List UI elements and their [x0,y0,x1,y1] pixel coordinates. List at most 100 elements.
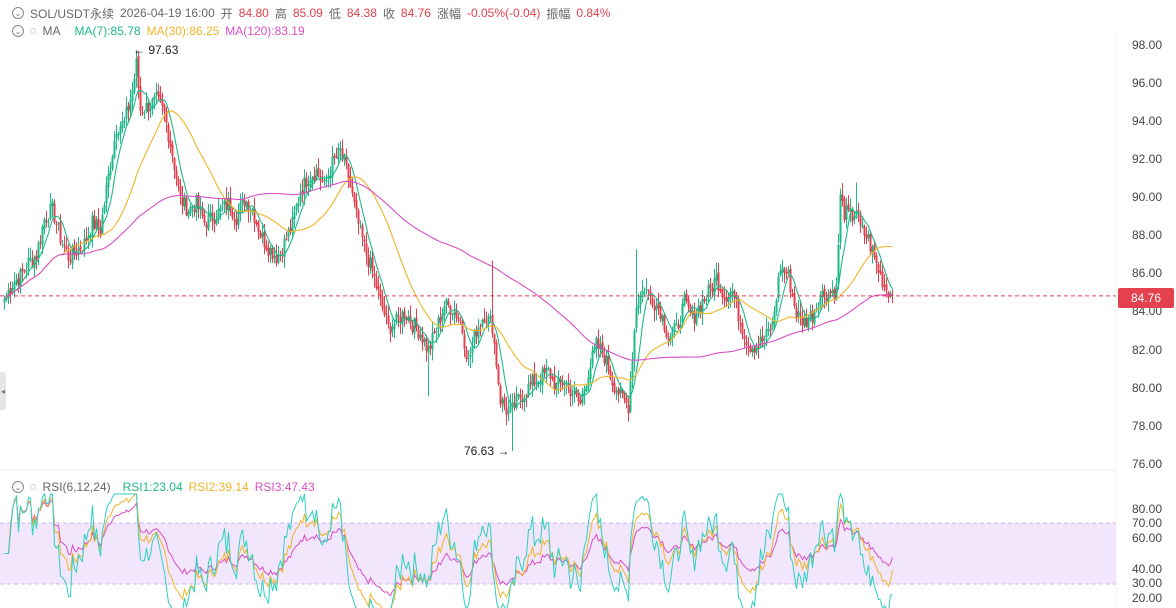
candle-body [297,202,300,206]
candle-body [279,251,282,253]
candle-body [51,201,54,207]
rsi1-line [4,492,893,608]
candle-body [535,382,538,384]
candle-body [463,335,466,350]
rsi3-value: RSI3:47.43 [254,480,315,494]
panel-collapse-handle[interactable]: ◂ [0,372,6,410]
candle-body [801,316,804,326]
ma-indicator-name[interactable]: MA [42,24,61,38]
candle-body [751,348,754,353]
rsi-eye-icon[interactable]: ◌ [30,481,37,493]
candle-body [187,211,190,217]
amplitude-value: 0.84% [576,6,611,20]
candle-body [817,308,820,311]
candle-body [321,180,324,182]
candle-body [313,175,316,181]
candle-body [663,315,666,331]
candle-body [467,357,470,359]
candle-body [481,319,484,327]
candle-body [179,185,182,196]
candle-body [115,134,118,139]
candle-body [379,290,382,296]
candle-body [553,376,556,390]
candle-body [625,398,628,403]
candle-body [577,393,580,401]
candle-body [169,140,172,147]
rsi-collapse-icon[interactable]: ⌄ [12,481,24,493]
ma7-value: MA(7):85.78 [74,24,141,38]
candle-body [683,294,686,306]
candle-body [185,197,188,216]
candle-body [283,239,286,258]
ma-legend: ⌄ ◌ MA MA(7):85.78 MA(30):86.25 MA(120):… [12,22,305,40]
candle-body [583,389,586,396]
high-annotation: ← 97.63 [133,43,179,57]
candle-body [275,255,278,264]
candle-body [177,178,180,185]
candle-body [475,329,478,337]
candle-body [93,216,96,229]
candle-body [431,332,434,350]
candle-body [219,207,222,211]
candle-body [471,344,474,354]
candle-body [615,391,618,393]
candle-body [89,234,92,238]
hide-eye-icon[interactable]: ◌ [30,25,37,37]
candle-body [637,304,640,309]
candle-body [223,200,226,205]
candle-body [63,245,66,247]
candle-body [867,234,870,238]
candle-body [803,317,806,327]
candle-body [807,318,810,330]
candle-body [845,205,848,220]
candle-body [375,278,378,289]
candle-body [611,380,614,386]
candle-body [147,102,150,113]
candle-body [67,251,70,261]
candle-body [491,315,494,334]
candle-body [239,202,242,214]
candle-body [83,238,86,250]
candle-body [713,278,716,294]
candle-body [315,169,318,179]
price-tick: 88.00 [1131,228,1162,242]
candle-body [441,313,444,321]
candle-body [27,257,30,269]
candle-body [133,78,136,92]
price-tick: 78.00 [1131,419,1162,433]
candle-body [503,397,506,407]
candle-body [343,156,346,161]
candle-body [493,334,496,344]
candle-body [839,194,842,243]
price-tick: 94.00 [1131,114,1162,128]
price-tick: 98.00 [1131,38,1162,52]
symbol-label: SOL/USDT永续 [30,6,115,21]
rsi-indicator-name[interactable]: RSI(6,12,24) [42,480,111,494]
candle-body [113,140,116,158]
candle-body [105,185,108,204]
ma-collapse-icon[interactable]: ⌄ [12,25,24,37]
candle-body [505,407,508,415]
candle-body [449,306,452,315]
candle-body [411,325,414,332]
candle-body [269,247,272,255]
candle-body [741,323,744,335]
candle-body [141,112,144,114]
candle-body [243,200,246,206]
candle-body [617,388,620,396]
candle-body [73,245,76,254]
candle-body [265,245,268,250]
candle-body [21,268,24,272]
candle-body [705,299,708,302]
candle-body [195,194,198,213]
candle-body [11,288,14,294]
rsi2-line [4,493,893,608]
candle-body [847,204,850,210]
candle-body [537,381,540,385]
collapse-toggle-icon[interactable]: ⌄ [12,7,24,19]
candle-body [175,170,178,179]
candle-body [57,222,60,225]
candle-body [851,210,854,222]
candle-body [23,270,26,272]
